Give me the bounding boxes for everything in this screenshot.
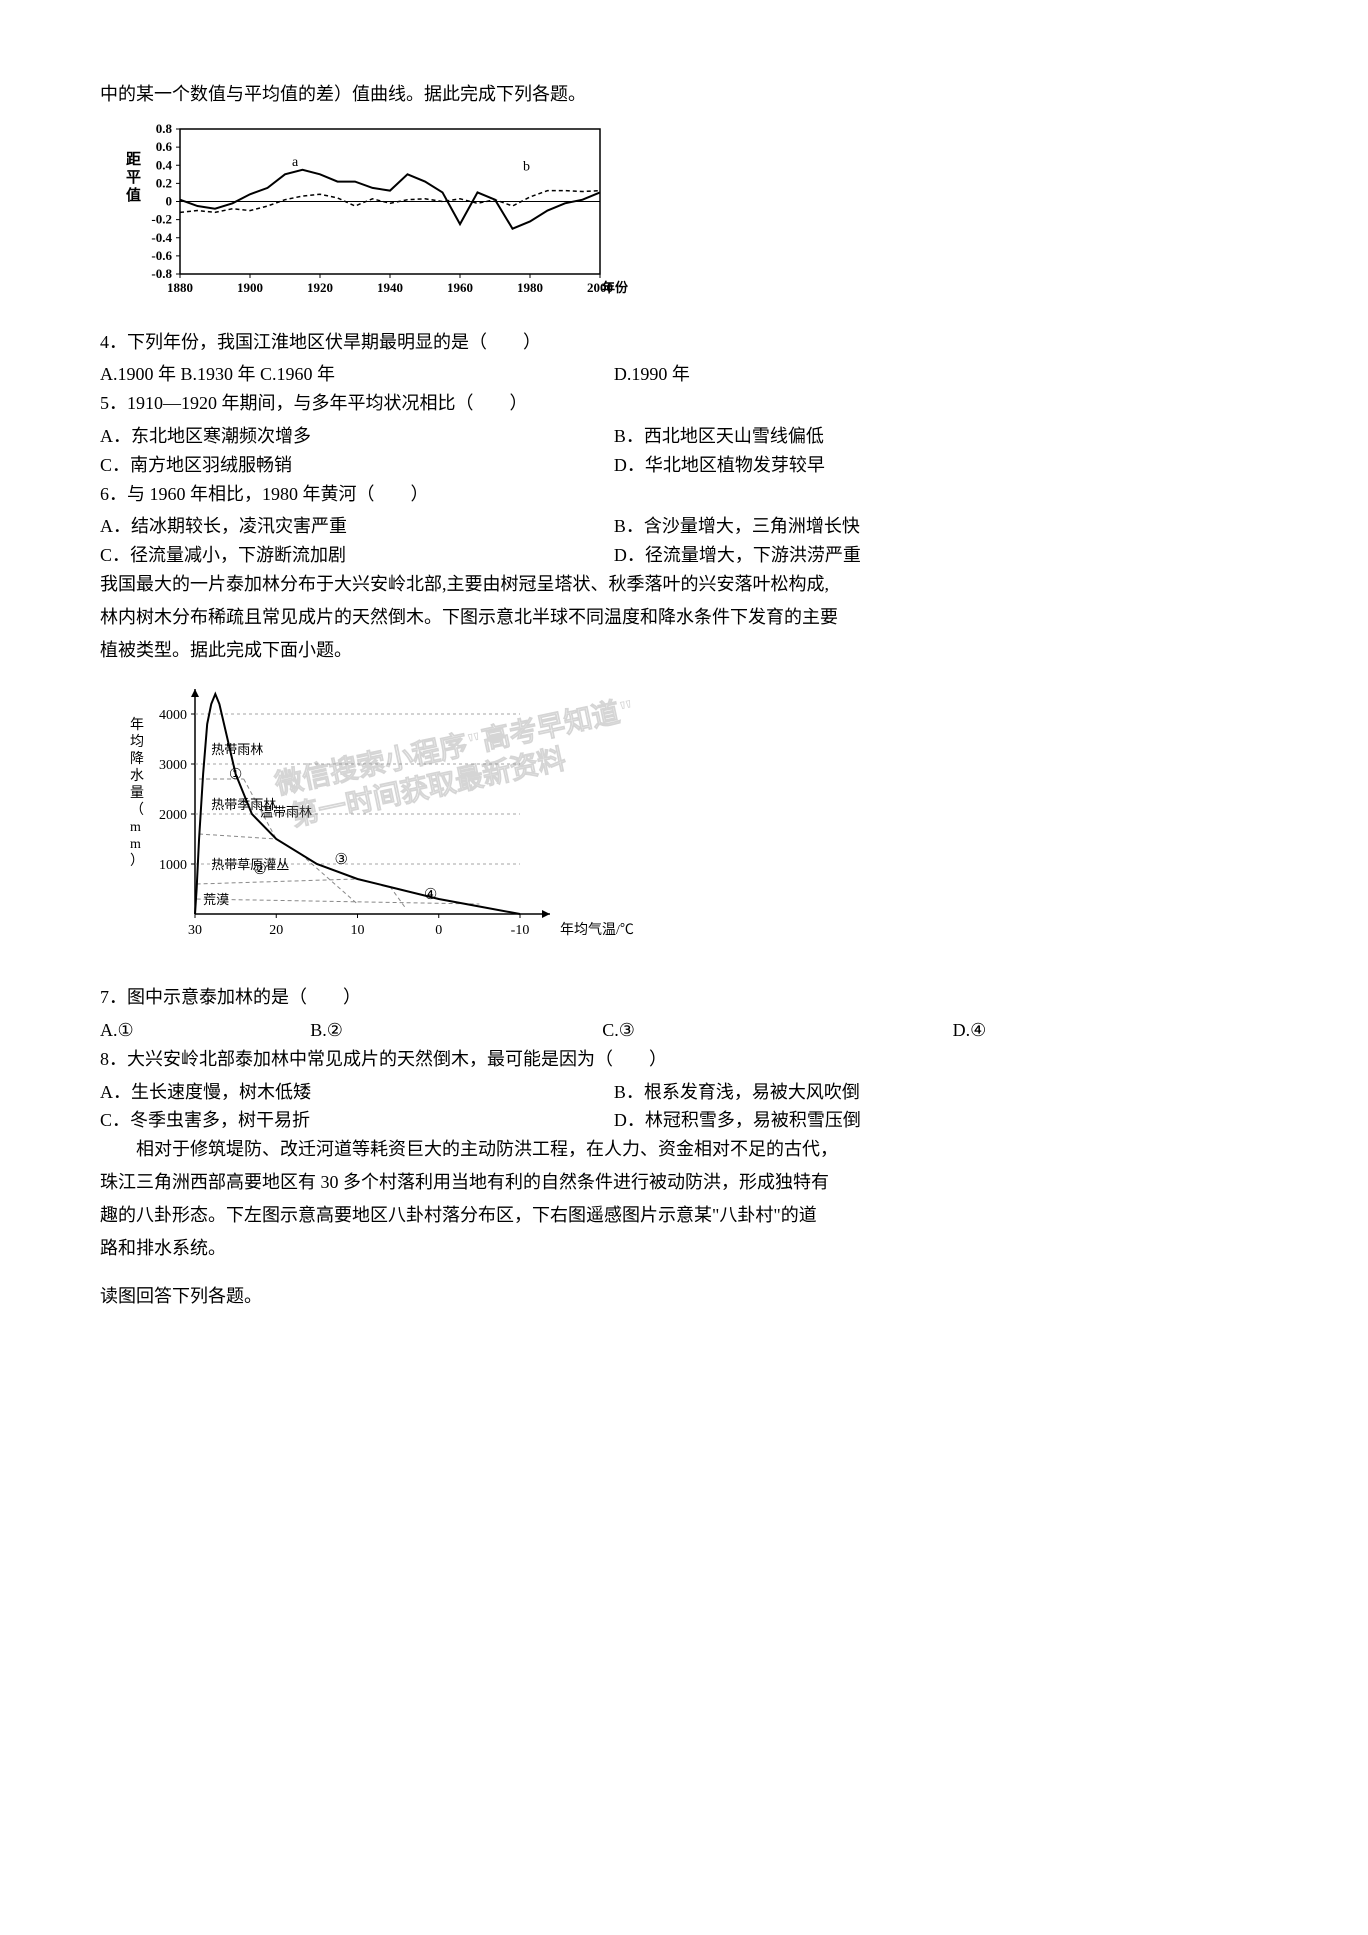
chart1-container: -0.8 -0.6 -0.4 -0.2 0 0.2 0.4 0.6 0.8 1880 1900 192… [110, 119, 1268, 318]
q7-opt-b: B.② [310, 1016, 602, 1045]
svg-text:平: 平 [126, 169, 141, 186]
svg-text:③: ③ [335, 852, 348, 868]
svg-text:-0.8: -0.8 [151, 266, 172, 281]
chart2-container: 10002000300040003020100-10热带雨林温带雨林热带季雨林热… [110, 674, 1268, 973]
svg-text:降: 降 [130, 751, 144, 767]
svg-text:热带草原灌丛: 热带草原灌丛 [211, 857, 289, 872]
svg-text:荒漠: 荒漠 [203, 892, 229, 907]
svg-text:30: 30 [188, 923, 202, 938]
q5-opt-a: A．东北地区寒潮频次增多 [100, 422, 614, 451]
q5-stem: 5．1910—1920 年期间，与多年平均状况相比（ ） [100, 389, 1268, 418]
svg-text:m: m [130, 837, 141, 852]
svg-text:-0.4: -0.4 [151, 230, 172, 245]
svg-text:②: ② [253, 862, 266, 878]
q6-opt-c: C．径流量减小，下游断流加剧 [100, 541, 614, 570]
svg-text:3000: 3000 [159, 758, 187, 773]
svg-text:4000: 4000 [159, 708, 187, 723]
svg-text:0.2: 0.2 [156, 175, 172, 190]
passage2-l2: 林内树木分布稀疏且常见成片的天然倒木。下图示意北半球不同温度和降水条件下发育的主… [100, 603, 1268, 632]
svg-text:（: （ [130, 802, 144, 818]
svg-text:2000: 2000 [159, 808, 187, 823]
q7-stem: 7．图中示意泰加林的是（ ） [100, 983, 1268, 1012]
q8-stem: 8．大兴安岭北部泰加林中常见成片的天然倒木，最可能是因为（ ） [100, 1045, 1268, 1074]
passage2-l1: 我国最大的一片泰加林分布于大兴安岭北部,主要由树冠呈塔状、秋季落叶的兴安落叶松构… [100, 570, 1268, 599]
svg-text:-0.6: -0.6 [151, 248, 172, 263]
svg-text:值: 值 [126, 186, 141, 204]
q7-opt-d: D.④ [953, 1016, 1268, 1045]
q6-stem: 6．与 1960 年相比，1980 年黄河（ ） [100, 480, 1268, 509]
svg-text:）: ） [130, 853, 144, 869]
q4-opts-abc: A.1900 年 B.1930 年 C.1960 年 [100, 360, 614, 389]
q5-opt-c: C．南方地区羽绒服畅销 [100, 451, 614, 480]
svg-text:年均气温/℃: 年均气温/℃ [560, 922, 634, 938]
passage3-l4: 路和排水系统。 [100, 1234, 1268, 1263]
svg-text:0.4: 0.4 [156, 157, 173, 172]
q7-opt-c: C.③ [602, 1016, 952, 1045]
svg-text:1920: 1920 [307, 280, 333, 295]
svg-text:b: b [523, 159, 530, 174]
passage3-l3: 趣的八卦形态。下左图示意高要地区八卦村落分布区，下右图遥感图片示意某"八卦村"的… [100, 1201, 1268, 1230]
svg-text:20: 20 [269, 923, 283, 938]
chart2-svg: 10002000300040003020100-10热带雨林温带雨林热带季雨林热… [110, 674, 830, 964]
svg-text:0.8: 0.8 [156, 121, 173, 136]
svg-text:-10: -10 [511, 923, 530, 938]
svg-text:量: 量 [130, 785, 144, 801]
q8-opt-b: B．根系发育浅，易被大风吹倒 [614, 1078, 1268, 1107]
svg-text:-0.2: -0.2 [151, 211, 172, 226]
svg-text:1900: 1900 [237, 280, 263, 295]
svg-text:1940: 1940 [377, 280, 403, 295]
intro-text: 中的某一个数值与平均值的差）值曲线。据此完成下列各题。 [100, 80, 1268, 109]
svg-text:10: 10 [351, 923, 365, 938]
svg-text:0: 0 [435, 923, 442, 938]
chart1-svg: -0.8 -0.6 -0.4 -0.2 0 0.2 0.4 0.6 0.8 1880 1900 192… [110, 119, 640, 309]
q5-opt-d: D．华北地区植物发芽较早 [614, 451, 1268, 480]
q7-opt-a: A.① [100, 1016, 310, 1045]
svg-text:0.6: 0.6 [156, 139, 173, 154]
svg-text:1980: 1980 [517, 280, 543, 295]
q8-opt-a: A．生长速度慢，树木低矮 [100, 1078, 614, 1107]
svg-text:0: 0 [166, 193, 173, 208]
final-line: 读图回答下列各题。 [100, 1282, 1268, 1311]
q6-opt-a: A．结冰期较长，凌汛灾害严重 [100, 512, 614, 541]
svg-text:1960: 1960 [447, 280, 473, 295]
svg-text:距: 距 [126, 151, 141, 168]
svg-text:④: ④ [424, 887, 437, 903]
q8-opt-d: D．林冠积雪多，易被积雪压倒 [614, 1106, 1268, 1135]
q5-opt-b: B．西北地区天山雪线偏低 [614, 422, 1268, 451]
svg-text:m: m [130, 820, 141, 835]
q8-opt-c: C．冬季虫害多，树干易折 [100, 1106, 614, 1135]
q6-opt-b: B．含沙量增大，三角洲增长快 [614, 512, 1268, 541]
passage3-l2: 珠江三角洲西部高要地区有 30 多个村落利用当地有利的自然条件进行被动防洪，形成… [100, 1168, 1268, 1197]
svg-text:年: 年 [130, 717, 144, 733]
svg-text:①: ① [229, 767, 242, 783]
q4-stem: 4．下列年份，我国江淮地区伏旱期最明显的是（ ） [100, 328, 1268, 357]
svg-text:热带季雨林: 热带季雨林 [211, 797, 276, 812]
passage3-l1: 相对于修筑堤防、改迁河道等耗资巨大的主动防洪工程，在人力、资金相对不足的古代， [100, 1135, 1268, 1164]
svg-text:年份: 年份 [602, 280, 629, 295]
q4-opt-d: D.1990 年 [614, 360, 1268, 389]
q6-opt-d: D．径流量增大，下游洪涝严重 [614, 541, 1268, 570]
svg-text:a: a [292, 155, 299, 170]
svg-text:水: 水 [130, 768, 144, 784]
svg-text:热带雨林: 热带雨林 [211, 742, 263, 757]
svg-text:均: 均 [130, 734, 144, 750]
passage2-l3: 植被类型。据此完成下面小题。 [100, 636, 1268, 665]
svg-text:1880: 1880 [167, 280, 193, 295]
svg-text:1000: 1000 [159, 858, 187, 873]
